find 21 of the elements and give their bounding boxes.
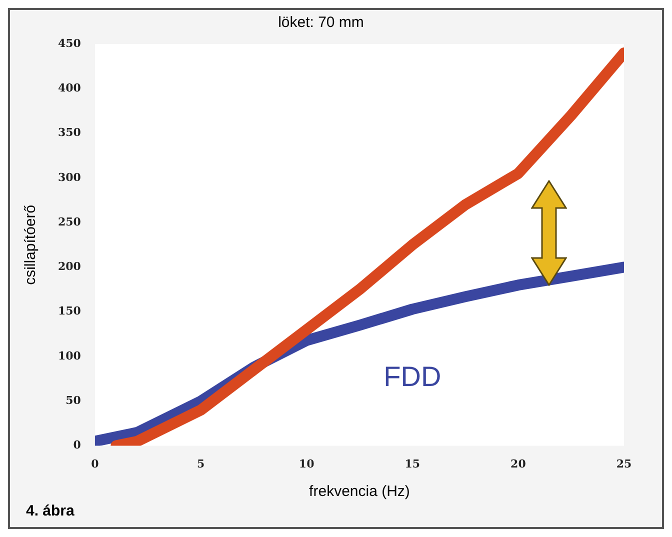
x-tick-label: 5 — [196, 457, 205, 470]
y-tick-label: 450 — [58, 36, 82, 50]
x-axis-title: frekvencia (Hz) — [309, 483, 410, 500]
y-tick-label: 200 — [58, 260, 82, 274]
y-tick-label: 350 — [58, 126, 82, 140]
y-axis-title: csillapítóerő — [22, 204, 40, 285]
y-tick-label: 300 — [58, 170, 82, 184]
chart-title: löket: 70 mm — [278, 14, 364, 32]
x-tick-label: 0 — [91, 457, 100, 470]
x-tick-label: 10 — [298, 457, 315, 470]
y-tick-label: 100 — [58, 349, 82, 362]
y-tick-label: 50 — [66, 394, 82, 408]
x-tick-label: 15 — [404, 457, 420, 470]
y-tick-label: 400 — [58, 82, 82, 95]
x-tick-label: 20 — [510, 457, 526, 470]
text: 4. ábra — [26, 502, 76, 520]
y-tick-label: 0 — [73, 438, 82, 452]
series-label: FDD — [384, 360, 442, 392]
y-tick-label: 150 — [58, 304, 82, 318]
x-tick-label: 25 — [616, 457, 632, 470]
y-tick-label: 250 — [58, 215, 82, 228]
